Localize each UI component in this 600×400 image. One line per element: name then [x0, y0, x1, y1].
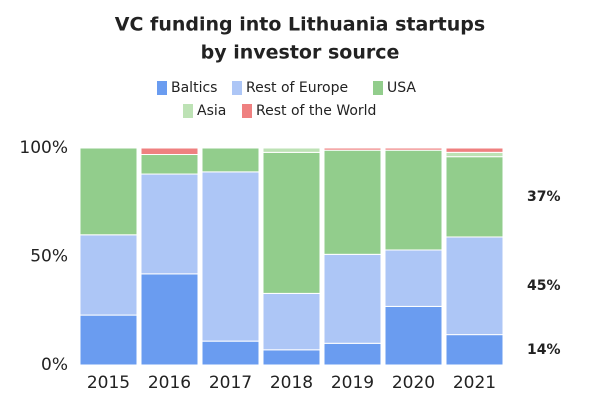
- legend-swatch: [373, 81, 383, 95]
- x-tick-label: 2017: [209, 373, 252, 393]
- y-tick-label: 100%: [19, 138, 68, 158]
- bar-segment: [445, 151, 504, 158]
- bar-segment: [140, 147, 199, 156]
- bar-segment: [79, 234, 138, 316]
- x-tick-label: 2016: [148, 373, 191, 393]
- bar-segment: [384, 305, 443, 366]
- legend-label: Rest of the World: [256, 103, 376, 119]
- bar-segment: [262, 292, 321, 351]
- chart-title: by investor source: [201, 42, 400, 64]
- legend-swatch: [242, 104, 252, 118]
- bar-segment: [201, 147, 260, 173]
- x-tick-label: 2018: [270, 373, 313, 393]
- bar-segment: [323, 253, 382, 344]
- value-label: 37%: [527, 189, 561, 205]
- bar-segment: [262, 349, 321, 366]
- y-tick-label: 50%: [30, 247, 68, 267]
- legend-label: Rest of Europe: [246, 80, 348, 96]
- bar-segment: [323, 342, 382, 366]
- legend-swatch: [183, 104, 193, 118]
- value-label: 45%: [527, 278, 561, 294]
- value-label: 14%: [527, 342, 561, 358]
- bar-segment: [79, 147, 138, 236]
- legend-label: Asia: [197, 103, 226, 119]
- legend-swatch: [232, 81, 242, 95]
- bar-segment: [445, 334, 504, 366]
- x-tick-label: 2015: [87, 373, 130, 393]
- bar-segment: [201, 171, 260, 342]
- bar-segment: [323, 147, 382, 151]
- y-tick-label: 0%: [41, 355, 68, 375]
- bar-segment: [323, 149, 382, 255]
- bar-segment: [384, 149, 443, 251]
- bar-segment: [140, 273, 199, 366]
- bar-segment: [201, 340, 260, 366]
- bar-segment: [79, 314, 138, 366]
- bar-segment: [140, 173, 199, 275]
- bar-segment: [262, 147, 321, 153]
- bar-segment: [445, 147, 504, 153]
- legend-label: Baltics: [171, 80, 217, 96]
- bar-segment: [384, 249, 443, 307]
- legend-label: USA: [387, 80, 416, 96]
- bar-segment: [384, 147, 443, 151]
- bar-segment: [445, 236, 504, 336]
- bar-segment: [445, 156, 504, 238]
- bar-segment: [140, 154, 199, 175]
- chart-title: VC funding into Lithuania startups: [115, 14, 485, 36]
- x-tick-label: 2021: [453, 373, 496, 393]
- legend-swatch: [157, 81, 167, 95]
- x-tick-label: 2020: [392, 373, 435, 393]
- x-tick-label: 2019: [331, 373, 374, 393]
- bar-segment: [262, 151, 321, 294]
